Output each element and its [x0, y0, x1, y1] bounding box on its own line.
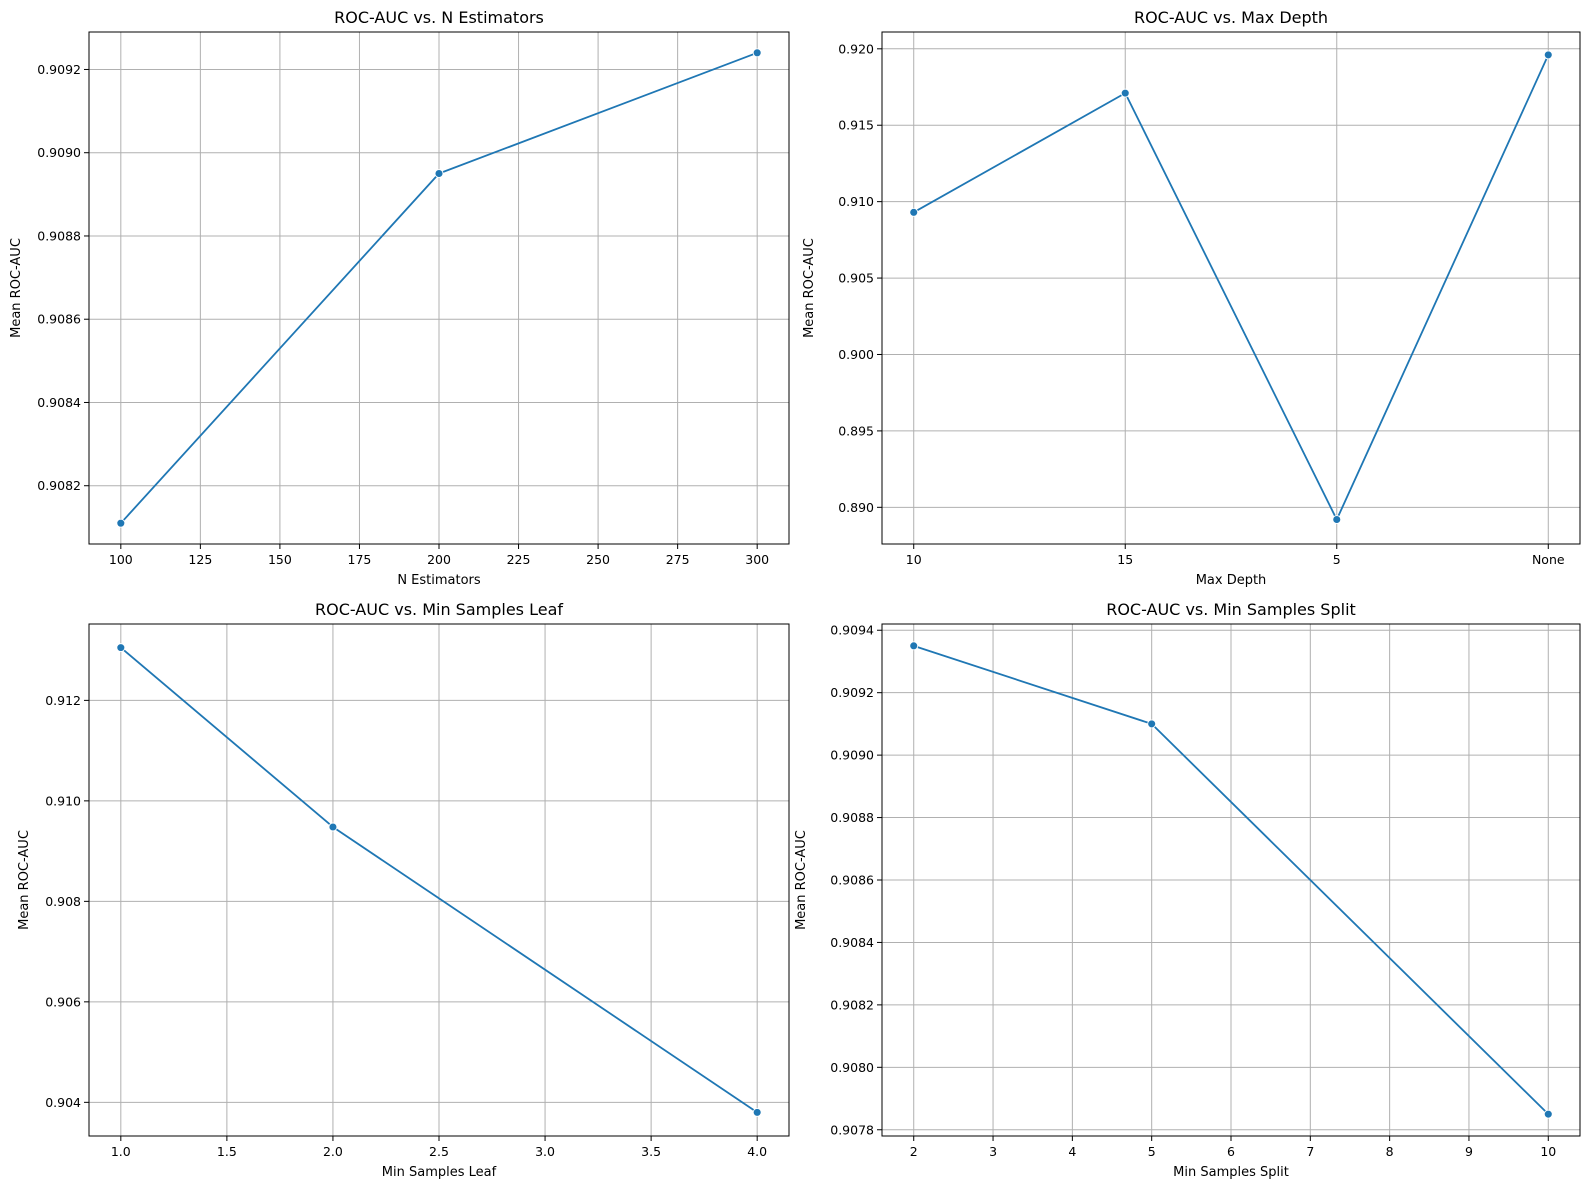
data-point: [1543, 1109, 1553, 1119]
x-tick-label: 5: [1148, 1144, 1156, 1159]
data-point: [116, 643, 126, 653]
y-axis-label: Mean ROC-AUC: [794, 830, 809, 930]
x-axis-label: N Estimators: [397, 573, 481, 588]
y-tick-label: 0.904: [45, 1095, 81, 1110]
y-tick-label: 0.915: [838, 118, 874, 133]
data-point: [752, 1107, 762, 1117]
subplot-max-depth: 10 15 5 None 0.890 0.895 0.900 0.905 0.910 0.915 0…: [802, 8, 1581, 588]
y-axis-label: Mean ROC-AUC: [17, 830, 32, 930]
axes-frame: [88, 623, 790, 1137]
axes-frame: [881, 31, 1581, 545]
data-point: [1543, 50, 1553, 60]
x-tick-label: 1.5: [217, 1144, 237, 1159]
data-point: [1147, 719, 1157, 729]
y-tick-label: 0.908: [45, 894, 81, 909]
chart-title: ROC-AUC vs. Min Samples Split: [1106, 600, 1356, 619]
x-tick-label: 4: [1068, 1144, 1076, 1159]
y-tick-label: 0.9078: [830, 1122, 874, 1137]
y-tick-label: 0.920: [838, 41, 874, 56]
x-tick-label: 9: [1465, 1144, 1473, 1159]
subplot-n-estimators: 100 125 150 175 200 225 250 275 300 0.9082 0.9084 0…: [9, 8, 790, 588]
chart-title: ROC-AUC vs. Min Samples Leaf: [315, 600, 563, 619]
x-tick-label: None: [1532, 552, 1565, 567]
x-tick-label: 3: [989, 1144, 997, 1159]
y-tick-label: 0.9090: [37, 145, 81, 160]
x-tick-label: 200: [427, 552, 451, 567]
y-tick-label: 0.912: [45, 693, 81, 708]
x-tick-label: 275: [666, 552, 690, 567]
x-tick-label: 10: [1540, 1144, 1556, 1159]
x-tick-label: 300: [745, 552, 769, 567]
x-tick-label: 8: [1386, 1144, 1394, 1159]
axes-frame: [881, 623, 1581, 1137]
y-tick-label: 0.9092: [830, 685, 874, 700]
data-point: [1332, 515, 1342, 524]
y-tick-label: 0.910: [838, 194, 874, 209]
data-point: [752, 48, 762, 58]
data-point: [116, 518, 126, 528]
x-tick-label: 4.0: [747, 1144, 767, 1159]
subplot-min-samples-split: 2 3 4 5 6 7 8 9 10 0.9078 0.9080 0.9082 0.9084 0.9086…: [794, 600, 1581, 1180]
y-tick-label: 0.9090: [830, 748, 874, 763]
x-tick-label: 3.5: [641, 1144, 661, 1159]
subplot-min-samples-leaf: 1.0 1.5 2.0 2.5 3.0 3.5 4.0 0.904 0.906 0.908 0.91…: [17, 600, 790, 1180]
chart-title: ROC-AUC vs. N Estimators: [334, 8, 544, 27]
y-tick-label: 0.900: [838, 347, 874, 362]
y-tick-label: 0.890: [838, 500, 874, 515]
chart-title: ROC-AUC vs. Max Depth: [1134, 8, 1328, 27]
y-tick-label: 0.9084: [830, 935, 874, 950]
y-tick-label: 0.9086: [830, 873, 874, 888]
x-tick-label: 1.0: [111, 1144, 131, 1159]
x-tick-label: 10: [906, 552, 922, 567]
y-tick-label: 0.9092: [37, 62, 81, 77]
y-tick-label: 0.905: [838, 271, 874, 286]
x-axis-label: Min Samples Leaf: [382, 1165, 497, 1180]
x-tick-label: 125: [188, 552, 212, 567]
x-tick-label: 5: [1333, 552, 1341, 567]
y-tick-label: 0.9082: [37, 478, 81, 493]
y-axis-label: Mean ROC-AUC: [9, 238, 24, 338]
x-tick-label: 3.0: [535, 1144, 555, 1159]
y-tick-label: 0.9080: [830, 1060, 874, 1075]
data-point: [328, 822, 338, 832]
x-tick-label: 175: [348, 552, 372, 567]
x-tick-label: 2: [910, 1144, 918, 1159]
y-tick-label: 0.910: [45, 793, 81, 808]
x-tick-label: 15: [1117, 552, 1133, 567]
data-point: [909, 207, 919, 217]
x-tick-label: 2.5: [429, 1144, 449, 1159]
y-tick-label: 0.9094: [830, 623, 874, 638]
x-tick-label: 225: [507, 552, 531, 567]
y-axis-label: Mean ROC-AUC: [802, 238, 817, 338]
x-tick-label: 7: [1306, 1144, 1314, 1159]
x-tick-label: 2.0: [323, 1144, 343, 1159]
y-tick-label: 0.9084: [37, 395, 81, 410]
data-point: [909, 641, 919, 651]
axes-frame: [88, 31, 790, 545]
x-tick-label: 100: [109, 552, 133, 567]
data-point: [1120, 88, 1130, 98]
x-axis-label: Max Depth: [1196, 573, 1267, 588]
x-axis-label: Min Samples Split: [1173, 1165, 1289, 1180]
x-tick-label: 150: [268, 552, 292, 567]
y-tick-label: 0.9088: [830, 810, 874, 825]
series-line: [913, 54, 1550, 521]
y-tick-label: 0.9086: [37, 312, 81, 327]
y-tick-label: 0.9082: [830, 997, 874, 1012]
x-tick-label: 250: [586, 552, 610, 567]
data-point: [434, 169, 444, 178]
y-tick-label: 0.906: [45, 994, 81, 1009]
x-tick-label: 6: [1227, 1144, 1235, 1159]
y-tick-label: 0.9088: [37, 228, 81, 243]
y-tick-label: 0.895: [838, 423, 874, 438]
